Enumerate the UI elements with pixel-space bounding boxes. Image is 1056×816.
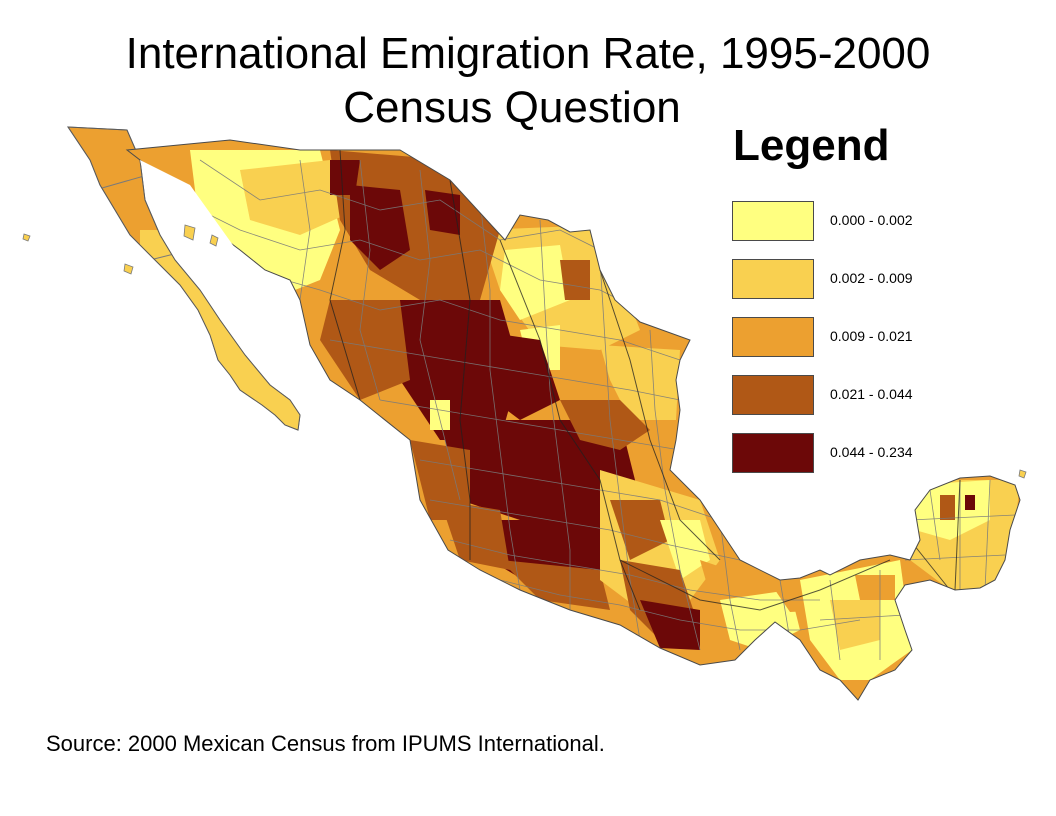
legend-title: Legend (733, 121, 890, 170)
gulf-of-california (140, 160, 310, 355)
legend-swatch (732, 433, 814, 473)
legend-item-class-4: 0.021 - 0.044 (732, 375, 992, 415)
legend-swatch (732, 259, 814, 299)
legend-item-class-1: 0.000 - 0.002 (732, 201, 992, 241)
legend-item-class-2: 0.002 - 0.009 (732, 259, 992, 299)
legend-swatch (732, 317, 814, 357)
islands (22, 224, 1027, 479)
map-title-line-2: Census Question (343, 83, 681, 132)
legend-item-class-5: 0.044 - 0.234 (732, 433, 992, 473)
source-note: Source: 2000 Mexican Census from IPUMS I… (46, 731, 605, 756)
legend-swatch (732, 375, 814, 415)
mainland-mexico-region (125, 139, 1021, 701)
map-title-line-1: International Emigration Rate, 1995-2000 (125, 29, 931, 78)
legend-swatch (732, 201, 814, 241)
legend-label: 0.009 - 0.021 (830, 328, 913, 344)
legend-label: 0.044 - 0.234 (830, 444, 913, 460)
legend-item-class-3: 0.009 - 0.021 (732, 317, 992, 357)
legend-label: 0.000 - 0.002 (830, 212, 913, 228)
legend-label: 0.002 - 0.009 (830, 270, 913, 286)
legend-label: 0.021 - 0.044 (830, 386, 913, 402)
